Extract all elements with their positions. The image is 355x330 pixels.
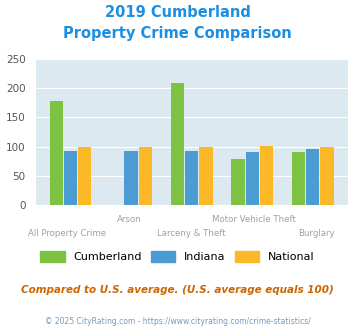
Text: 2019 Cumberland: 2019 Cumberland: [105, 5, 250, 20]
Bar: [171, 82, 184, 205]
Bar: [50, 101, 63, 205]
Text: Arson: Arson: [117, 214, 142, 223]
Bar: [231, 159, 245, 205]
Text: Property Crime Comparison: Property Crime Comparison: [63, 26, 292, 41]
Bar: [260, 146, 273, 205]
Text: Motor Vehicle Theft: Motor Vehicle Theft: [212, 214, 296, 223]
Bar: [246, 152, 259, 205]
Bar: [78, 147, 92, 205]
Bar: [64, 150, 77, 205]
Text: All Property Crime: All Property Crime: [28, 229, 106, 238]
Bar: [292, 152, 305, 205]
Text: Compared to U.S. average. (U.S. average equals 100): Compared to U.S. average. (U.S. average …: [21, 285, 334, 295]
Text: Larceny & Theft: Larceny & Theft: [157, 229, 226, 238]
Bar: [185, 150, 198, 205]
Legend: Cumberland, Indiana, National: Cumberland, Indiana, National: [36, 247, 319, 267]
Bar: [320, 147, 334, 205]
Bar: [306, 149, 320, 205]
Text: © 2025 CityRating.com - https://www.cityrating.com/crime-statistics/: © 2025 CityRating.com - https://www.city…: [45, 317, 310, 326]
Bar: [125, 150, 138, 205]
Text: Burglary: Burglary: [298, 229, 335, 238]
Bar: [139, 147, 152, 205]
Bar: [199, 147, 213, 205]
